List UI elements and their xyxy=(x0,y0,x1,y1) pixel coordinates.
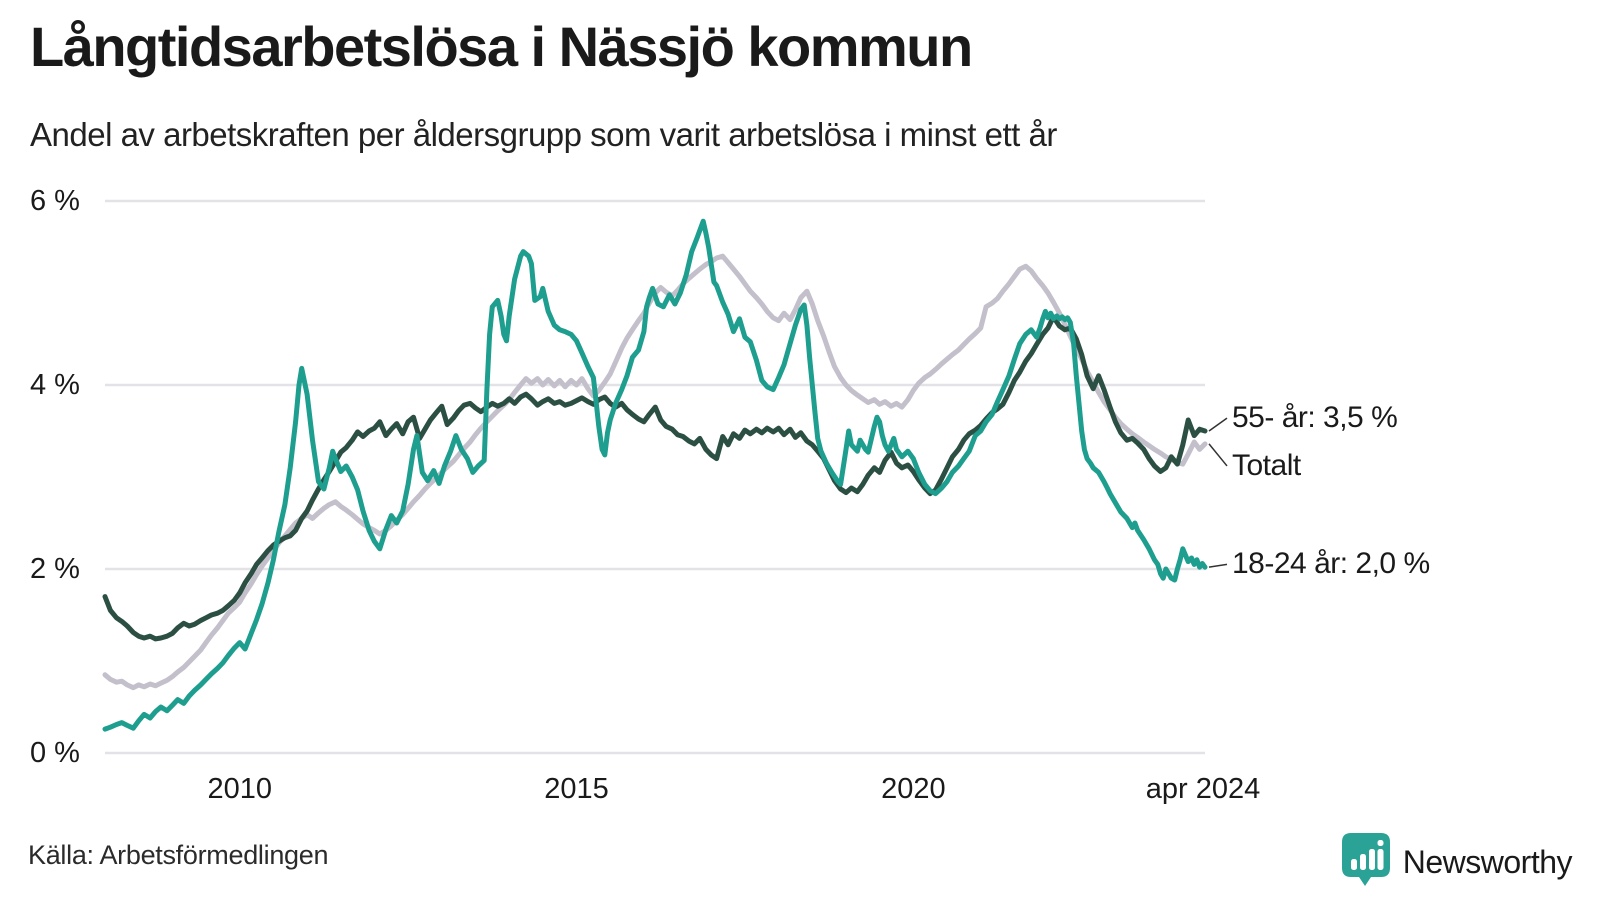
x-axis-tick-2010: 2010 xyxy=(207,773,272,805)
newsworthy-brand: Newsworthy xyxy=(1341,832,1573,893)
gridlines xyxy=(105,199,1205,755)
series-label-18-24: 18-24 år: 2,0 % xyxy=(1232,547,1430,581)
connector-line xyxy=(1208,563,1228,568)
series-label-totalt: Totalt xyxy=(1232,448,1301,482)
x-axis-tick-2020: 2020 xyxy=(881,773,946,805)
page-title: Långtidsarbetslösa i Nässjö kommun xyxy=(30,15,973,78)
connector-line xyxy=(1208,443,1228,467)
x-axis-tick-apr-2024: apr 2024 xyxy=(1145,773,1261,805)
series-line-55- år xyxy=(102,314,1208,642)
newsworthy-brand-text: Newsworthy xyxy=(1402,844,1573,880)
x-axis-tick-2015: 2015 xyxy=(544,773,609,805)
y-axis-tick-4: 4 % xyxy=(30,369,80,401)
series-lines xyxy=(102,218,1208,732)
newsworthy-logo-icon xyxy=(1341,832,1391,893)
y-axis-tick-6: 6 % xyxy=(30,185,80,217)
series-label-55: 55- år: 3,5 % xyxy=(1232,401,1398,435)
label-connector-lines xyxy=(1208,417,1228,568)
source-note: Källa: Arbetsförmedlingen xyxy=(28,840,329,870)
y-axis-tick-2: 2 % xyxy=(30,553,80,585)
connector-line xyxy=(1208,417,1228,432)
page-subtitle: Andel av arbetskraften per åldersgrupp s… xyxy=(30,116,1057,153)
series-line-18-24 år xyxy=(102,218,1208,732)
y-axis-tick-0: 0 % xyxy=(30,737,80,769)
